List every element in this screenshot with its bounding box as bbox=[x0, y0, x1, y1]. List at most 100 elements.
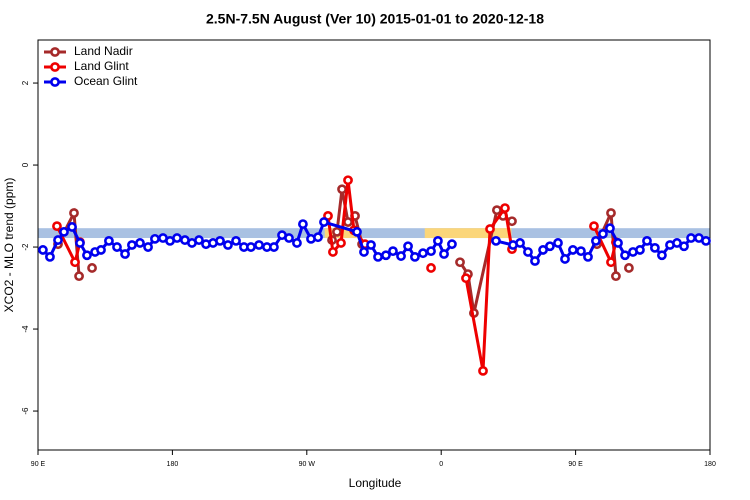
data-point bbox=[410, 251, 420, 262]
legend-marker bbox=[50, 77, 60, 87]
data-point bbox=[606, 208, 616, 218]
x-axis-label: Longitude bbox=[349, 476, 402, 490]
data-point bbox=[96, 245, 106, 255]
data-point bbox=[67, 222, 77, 232]
data-point bbox=[396, 251, 406, 261]
data-point bbox=[373, 251, 383, 262]
data-point bbox=[359, 247, 369, 257]
data-point bbox=[478, 365, 488, 376]
data-point bbox=[143, 242, 153, 252]
data-point bbox=[701, 235, 711, 246]
data-point bbox=[313, 232, 323, 243]
y-tick-label: -4 bbox=[21, 325, 30, 333]
data-point bbox=[231, 235, 241, 246]
data-point bbox=[45, 251, 55, 262]
data-point bbox=[52, 221, 62, 232]
data-point bbox=[328, 247, 338, 257]
data-point bbox=[589, 221, 599, 232]
data-point bbox=[352, 226, 362, 237]
data-point bbox=[215, 235, 225, 246]
data-point bbox=[530, 256, 540, 266]
data-point bbox=[254, 240, 264, 250]
data-point bbox=[461, 273, 471, 284]
data-point bbox=[455, 257, 465, 268]
data-point bbox=[74, 271, 84, 282]
data-point bbox=[523, 247, 533, 257]
data-point bbox=[606, 257, 616, 268]
legend-label: Land Nadir bbox=[74, 44, 133, 58]
data-point bbox=[194, 235, 204, 245]
x-tick-label: 180 bbox=[167, 461, 179, 468]
data-point bbox=[507, 216, 517, 227]
data-point bbox=[433, 235, 443, 246]
data-point bbox=[553, 238, 563, 248]
data-point bbox=[591, 235, 601, 246]
data-point bbox=[491, 235, 501, 246]
data-point bbox=[583, 251, 593, 262]
data-point bbox=[112, 242, 122, 252]
data-point bbox=[104, 235, 114, 246]
legend-label: Ocean Glint bbox=[74, 74, 138, 88]
data-point bbox=[649, 242, 660, 253]
data-point bbox=[70, 257, 80, 268]
data-point bbox=[298, 219, 308, 229]
data-point bbox=[485, 224, 495, 234]
x-tick-label: 90 E bbox=[31, 461, 46, 468]
x-tick-label: 180 bbox=[704, 461, 716, 468]
series-line bbox=[55, 180, 618, 372]
data-point bbox=[135, 238, 145, 248]
data-point bbox=[403, 241, 413, 252]
data-point bbox=[120, 249, 130, 259]
data-point bbox=[642, 235, 652, 246]
data-point bbox=[447, 239, 457, 250]
data-point bbox=[426, 263, 436, 273]
data-point bbox=[269, 242, 279, 252]
data-point bbox=[515, 238, 525, 248]
data-point bbox=[127, 240, 137, 250]
data-point bbox=[319, 217, 329, 227]
data-point bbox=[343, 175, 353, 186]
data-point bbox=[686, 233, 696, 243]
data-point bbox=[613, 238, 623, 248]
x-tick-label: 0 bbox=[439, 461, 443, 468]
y-tick-label: 2 bbox=[21, 80, 30, 85]
data-point bbox=[598, 229, 608, 239]
data-point bbox=[492, 205, 502, 216]
legend-marker bbox=[50, 62, 60, 72]
data-point bbox=[223, 240, 233, 250]
data-point bbox=[545, 241, 555, 252]
plot-frame bbox=[37, 39, 711, 451]
data-point bbox=[284, 233, 294, 243]
x-tick-label: 90 W bbox=[299, 461, 316, 468]
data-point bbox=[87, 263, 97, 273]
legend-label: Land Glint bbox=[74, 59, 129, 73]
data-point bbox=[620, 250, 630, 261]
data-point bbox=[605, 223, 615, 234]
data-point bbox=[82, 250, 92, 261]
legend-item: Land Nadir bbox=[44, 44, 133, 58]
data-point bbox=[657, 250, 667, 261]
data-point bbox=[332, 226, 342, 237]
data-point bbox=[172, 233, 182, 243]
data-point bbox=[292, 238, 302, 248]
data-point bbox=[635, 245, 645, 255]
data-point bbox=[38, 245, 48, 255]
data-point bbox=[150, 233, 160, 244]
y-axis-label: XCO2 - MLO trend (ppm) bbox=[2, 178, 16, 313]
data-point bbox=[75, 238, 85, 248]
legend-marker bbox=[50, 47, 60, 57]
data-point bbox=[576, 246, 586, 257]
data-point bbox=[560, 254, 570, 264]
data-point bbox=[538, 245, 548, 255]
data-point bbox=[500, 203, 510, 213]
data-point bbox=[439, 249, 449, 259]
y-tick-label: -6 bbox=[21, 407, 30, 415]
y-tick-label: -2 bbox=[21, 243, 30, 251]
legend-item: Ocean Glint bbox=[44, 74, 138, 88]
data-point bbox=[679, 241, 689, 252]
legend-item: Land Glint bbox=[44, 59, 129, 73]
data-point bbox=[343, 217, 353, 227]
data-point bbox=[611, 271, 621, 282]
x-tick-label: 90 E bbox=[568, 461, 583, 468]
